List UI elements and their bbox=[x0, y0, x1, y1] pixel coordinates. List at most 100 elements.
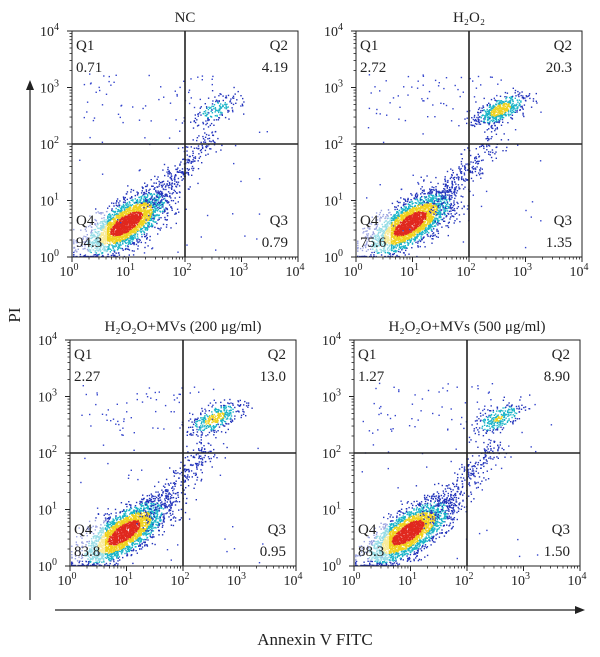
event-dot bbox=[447, 206, 450, 208]
event-dot bbox=[130, 216, 132, 218]
event-dot bbox=[392, 243, 394, 245]
event-dot bbox=[113, 220, 115, 222]
event-dot bbox=[158, 98, 160, 101]
event-dot bbox=[160, 86, 162, 88]
event-dot bbox=[133, 225, 135, 227]
event-dot bbox=[394, 245, 396, 247]
event-dot bbox=[187, 172, 190, 174]
event-dot bbox=[401, 234, 403, 236]
event-dot bbox=[99, 89, 101, 92]
event-dot bbox=[161, 181, 163, 184]
event-dot bbox=[175, 185, 177, 187]
x-axis-label: Annexin V FITC bbox=[257, 630, 373, 649]
event-dot bbox=[122, 214, 124, 216]
event-dot bbox=[138, 215, 141, 217]
event-dot bbox=[162, 204, 164, 206]
event-dot bbox=[169, 183, 171, 186]
event-dot bbox=[437, 203, 439, 205]
event-dot bbox=[164, 209, 166, 211]
event-dot bbox=[224, 116, 227, 119]
event-dot bbox=[201, 144, 203, 147]
event-dot bbox=[145, 207, 148, 210]
event-dot bbox=[114, 254, 116, 257]
event-dot bbox=[118, 234, 120, 236]
event-dot bbox=[139, 221, 142, 223]
event-dot bbox=[411, 194, 413, 196]
event-dot bbox=[421, 205, 423, 207]
event-dot bbox=[109, 251, 112, 253]
event-dot bbox=[134, 215, 136, 217]
event-dot bbox=[454, 187, 456, 189]
event-dot bbox=[132, 207, 134, 209]
event-dot bbox=[396, 215, 398, 217]
event-dot bbox=[215, 100, 217, 103]
event-dot bbox=[411, 215, 413, 217]
event-dot bbox=[397, 222, 399, 224]
event-dot bbox=[151, 211, 153, 213]
event-dot bbox=[395, 230, 397, 233]
event-dot bbox=[395, 242, 398, 244]
event-dot bbox=[394, 206, 396, 208]
event-dot bbox=[126, 248, 129, 250]
event-dot bbox=[131, 221, 133, 223]
event-dot bbox=[125, 213, 127, 216]
event-dot bbox=[456, 218, 458, 220]
event-dot bbox=[134, 213, 136, 215]
event-dot bbox=[230, 98, 232, 100]
event-dot bbox=[115, 223, 117, 225]
event-dot bbox=[161, 206, 163, 208]
event-dot bbox=[432, 195, 434, 197]
event-dot bbox=[429, 219, 431, 222]
event-dot bbox=[420, 188, 422, 190]
event-dot bbox=[215, 151, 217, 153]
event-dot bbox=[146, 228, 149, 231]
event-dot bbox=[211, 109, 213, 111]
event-dot bbox=[173, 183, 176, 185]
event-dot bbox=[399, 201, 401, 204]
event-dot bbox=[411, 243, 414, 245]
event-dot bbox=[436, 230, 438, 232]
event-dot bbox=[402, 235, 405, 237]
event-dot bbox=[157, 208, 160, 211]
event-dot bbox=[155, 214, 157, 216]
event-dot bbox=[168, 171, 170, 173]
event-dot bbox=[147, 222, 150, 224]
event-dot bbox=[207, 153, 209, 155]
event-dot bbox=[408, 237, 411, 240]
event-dot bbox=[140, 192, 143, 194]
event-dot bbox=[174, 202, 177, 205]
event-dot bbox=[157, 233, 159, 235]
event-dot bbox=[143, 209, 145, 211]
event-dot bbox=[113, 202, 115, 205]
event-dot bbox=[394, 217, 396, 220]
event-dot bbox=[419, 218, 421, 220]
event-dot bbox=[165, 219, 168, 221]
event-dot bbox=[222, 105, 224, 108]
event-dot bbox=[187, 146, 189, 148]
event-dot bbox=[171, 209, 173, 211]
y-tick-label: 104 bbox=[40, 22, 59, 40]
event-dot bbox=[453, 200, 455, 202]
event-dot bbox=[158, 192, 160, 195]
event-dot bbox=[142, 210, 144, 212]
event-dot bbox=[177, 201, 179, 203]
event-dot bbox=[158, 214, 160, 216]
event-dot bbox=[236, 99, 238, 101]
event-dot bbox=[145, 211, 147, 213]
event-dot bbox=[137, 216, 140, 218]
event-dot bbox=[410, 214, 412, 216]
event-dot bbox=[116, 200, 118, 203]
event-dot bbox=[176, 95, 178, 97]
event-dot bbox=[402, 218, 404, 220]
event-dot bbox=[159, 202, 161, 204]
event-dot bbox=[137, 229, 139, 232]
event-dot bbox=[216, 115, 218, 117]
event-dot bbox=[156, 200, 158, 202]
event-dot bbox=[148, 219, 150, 222]
event-dot bbox=[132, 217, 135, 220]
event-dot bbox=[166, 183, 168, 185]
event-dot bbox=[177, 167, 179, 169]
event-dot bbox=[409, 235, 411, 238]
event-dot bbox=[124, 248, 127, 251]
event-dot bbox=[123, 220, 126, 223]
